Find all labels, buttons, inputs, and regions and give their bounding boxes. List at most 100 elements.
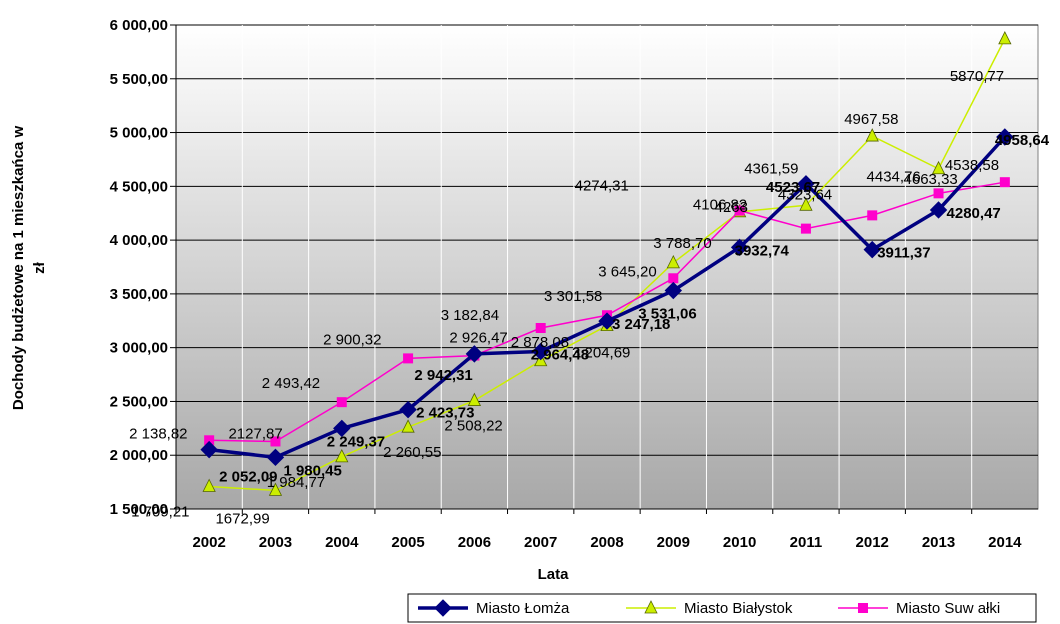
- series-0-point: [929, 201, 948, 219]
- data-label: 3 301,58: [544, 288, 602, 305]
- data-label: 2 260,55: [383, 444, 441, 461]
- data-label: 4523,67: [766, 179, 820, 196]
- series-1-point: [202, 478, 216, 492]
- series-2-point: [204, 435, 215, 446]
- data-label: 4280,47: [947, 205, 1001, 222]
- data-label: 3 182,84: [441, 307, 499, 324]
- series-2-point: [800, 223, 811, 234]
- series-2-point: [668, 273, 679, 284]
- data-label: 4958,64: [995, 132, 1050, 149]
- data-label: 4106,82: [693, 197, 747, 214]
- series-0-point: [730, 238, 749, 257]
- series-1-point: [931, 160, 946, 175]
- x-tick-label: 2006: [458, 534, 491, 551]
- y-tick-label: 2 500,00: [110, 393, 168, 410]
- y-tick-label: 4 000,00: [110, 232, 168, 249]
- data-label: 4538,58: [945, 157, 999, 174]
- series-2-point: [867, 210, 878, 221]
- legend-label: Miasto Suw ałki: [896, 600, 1000, 617]
- x-tick-label: 2002: [192, 534, 225, 551]
- legend-box: [407, 593, 1037, 623]
- series-1-point: [865, 128, 879, 142]
- series-0-point: [664, 281, 683, 300]
- data-label: 1 709,21: [131, 503, 189, 520]
- legend-marker-2: [858, 603, 868, 613]
- data-label: 4663,33: [904, 171, 958, 188]
- series-2-point: [933, 188, 944, 199]
- data-label: 3932,74: [735, 242, 790, 259]
- y-axis-title: Dochody budżetowe na 1 mieszkańca w: [10, 126, 27, 411]
- legend-label: Miasto Białystok: [684, 600, 793, 617]
- x-tick-label: 2003: [259, 534, 292, 551]
- data-label: 2 900,32: [323, 331, 381, 348]
- y-tick-label: 3 500,00: [110, 286, 168, 303]
- data-label: 2 942,31: [414, 367, 472, 384]
- data-label: 2 964,48: [531, 346, 589, 363]
- series-0-point: [531, 342, 550, 361]
- series-0-point: [465, 345, 484, 363]
- series-0-point: [266, 448, 285, 467]
- series-0-point: [333, 419, 351, 438]
- data-label: 1672,99: [215, 510, 269, 527]
- series: [200, 31, 1014, 496]
- data-label: 3 247,18: [612, 316, 670, 333]
- y-tick-label: 1 500,00: [110, 501, 168, 518]
- y-axis-title-unit: zł: [31, 261, 48, 274]
- series-1-point: [268, 482, 283, 496]
- series-0-point: [399, 400, 417, 419]
- x-tick-label: 2005: [391, 534, 424, 551]
- series-2-point: [535, 323, 546, 334]
- series-1-point: [666, 254, 680, 269]
- x-tick-label: 2011: [790, 534, 823, 551]
- data-label: 1 980,45: [283, 462, 341, 479]
- y-tick-label: 4 500,00: [110, 178, 168, 195]
- data-label: 3 531,06: [638, 306, 696, 323]
- series-2-point: [999, 177, 1010, 188]
- data-label: 4434,76: [867, 168, 921, 185]
- series-0-point: [996, 128, 1014, 146]
- y-tick-label: 2 000,00: [110, 447, 168, 464]
- x-tick-label: 2010: [723, 534, 756, 551]
- series-1-point: [799, 197, 813, 211]
- plot-area: [175, 24, 1039, 510]
- data-label: 2 423,73: [416, 405, 474, 422]
- data-label: 2 249,37: [327, 433, 385, 450]
- data-label: 3 788,70: [653, 235, 711, 252]
- data-label: 4361,59: [744, 160, 798, 177]
- x-tick-label: 2007: [524, 534, 557, 551]
- legend-label: Miasto Łomża: [476, 600, 570, 617]
- x-tick-label: 2009: [657, 534, 690, 551]
- series-2-point: [270, 436, 281, 447]
- data-label: 3911,37: [877, 245, 930, 262]
- series-1-point: [335, 448, 349, 463]
- data-label: 1 984,77: [267, 474, 325, 491]
- series-2-point: [734, 205, 745, 216]
- data-label: 2 138,82: [129, 425, 187, 442]
- series-0-point: [797, 175, 815, 193]
- data-label: 3 645,20: [598, 263, 656, 280]
- y-tick-label: 3 000,00: [110, 340, 168, 357]
- data-label: 2 493,42: [262, 375, 320, 392]
- data-label: 2 878,08: [511, 334, 569, 351]
- data-label: 4263: [715, 199, 748, 216]
- x-axis-title: Lata: [538, 566, 570, 583]
- data-label: 2 926,47: [449, 330, 507, 347]
- data-label: 4323,64: [778, 186, 832, 203]
- series-0-point: [863, 240, 881, 259]
- data-label: 2 508,22: [444, 418, 502, 435]
- x-tick-label: 2004: [325, 534, 359, 551]
- legend-marker-1: [644, 600, 658, 614]
- series-2-point: [403, 353, 414, 364]
- series-0-point: [598, 312, 616, 330]
- data-label: 5870,77: [950, 68, 1004, 85]
- x-tick-label: 2013: [922, 534, 955, 551]
- x-tick-label: 2014: [988, 534, 1022, 551]
- data-labels: 2 052,09 1 980,45 2 249,37 2 423,73 2 942,31…: [129, 68, 1050, 527]
- y-tick-label: 6 000,00: [110, 17, 168, 34]
- y-tick-label: 5 000,00: [110, 125, 168, 142]
- data-label: 4274,31: [575, 178, 629, 195]
- data-label: 2127,87: [228, 425, 282, 442]
- x-tick-label: 2008: [590, 534, 623, 551]
- legend-marker-0: [434, 599, 452, 617]
